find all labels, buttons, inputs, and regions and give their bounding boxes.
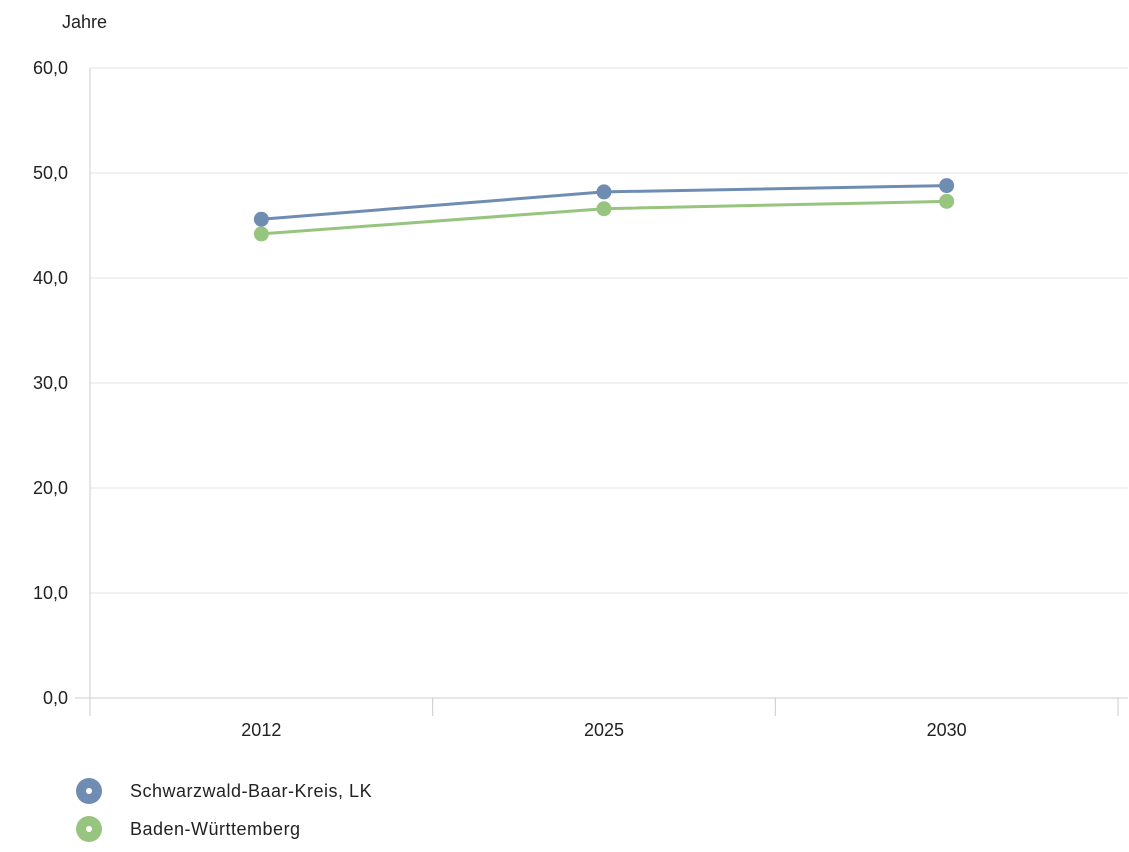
x-tick-label: 2012: [241, 720, 281, 740]
y-tick-label: 0,0: [43, 688, 68, 708]
y-axis-label: Jahre: [62, 12, 107, 32]
y-tick-label: 50,0: [33, 163, 68, 183]
data-point: [253, 226, 269, 242]
legend-label: Baden-Württemberg: [130, 818, 301, 839]
series-layer: [253, 178, 955, 242]
y-tick-label: 20,0: [33, 478, 68, 498]
legend-marker-icon: [76, 816, 102, 842]
legend-marker-icon: [76, 778, 102, 804]
legend-item-series-2[interactable]: Baden-Württemberg: [76, 816, 372, 842]
data-point: [596, 201, 612, 217]
y-tick-label: 60,0: [33, 58, 68, 78]
y-tick-label: 40,0: [33, 268, 68, 288]
legend-item-series-1[interactable]: Schwarzwald-Baar-Kreis, LK: [76, 778, 373, 804]
grid-layer: [90, 67, 1128, 594]
data-point: [939, 193, 955, 209]
data-point: [253, 211, 269, 227]
x-tick-label: 2030: [927, 720, 967, 740]
legend-label: Schwarzwald-Baar-Kreis, LK: [130, 780, 373, 801]
axis-layer: 0,0 10,0 20,0 30,0 40,0 50,0 60,0 2012 2025 2030: [33, 58, 1128, 740]
y-tick-label: 30,0: [33, 373, 68, 393]
x-tick-label: 2025: [584, 720, 624, 740]
legend: Schwarzwald-Baar-Kreis, LK Baden-Württem…: [76, 778, 373, 852]
data-point: [939, 178, 955, 194]
data-point: [596, 184, 612, 200]
y-tick-label: 10,0: [33, 583, 68, 603]
line-chart: Jahre 0,0 10,0 20,0 30,0 40,0 50,0 60,0 2012 202…: [33, 12, 1128, 740]
